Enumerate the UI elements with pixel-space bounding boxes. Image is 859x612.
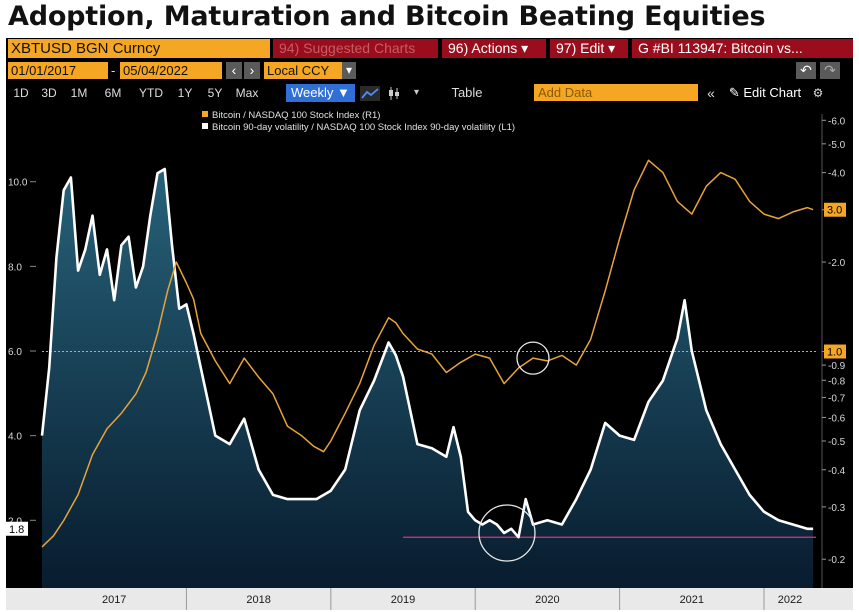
annotation-circle-volatility-low xyxy=(478,504,536,562)
chart-settings-icon[interactable]: ⚙ xyxy=(812,86,824,100)
chart-type-dropdown-icon[interactable]: ▾ xyxy=(414,87,420,98)
right-axis-tick: -5.0 xyxy=(828,140,846,151)
legend-label: Bitcoin / NASDAQ 100 Stock Index (R1) xyxy=(212,110,380,121)
right-reference-badge xyxy=(824,344,846,359)
right-axis-tick: -0.5 xyxy=(828,437,846,448)
x-axis-tick: 2022 xyxy=(778,594,802,606)
right-axis-tick: -0.7 xyxy=(828,394,846,405)
table-button[interactable]: Table xyxy=(451,85,483,100)
edit-menu[interactable]: 97) Edit ▾ xyxy=(550,39,628,58)
chart-title: Adoption, Maturation and Bitcoin Beating… xyxy=(8,1,766,32)
edit-chart-button[interactable]: ✎ Edit Chart xyxy=(728,85,802,100)
undo-icon[interactable]: ↶ xyxy=(796,62,816,79)
redo-icon[interactable]: ↷ xyxy=(820,62,840,79)
right-axis-tick: -2.0 xyxy=(828,258,846,269)
nav-next-button[interactable]: › xyxy=(244,62,260,79)
left-last-value-label: 1.8 xyxy=(9,524,24,536)
right-last-value-badge xyxy=(824,202,846,217)
frequency-select[interactable]: Weekly ▼ xyxy=(286,84,355,102)
right-axis-tick: -4.0 xyxy=(828,169,846,180)
period-button-3d[interactable]: 3D xyxy=(41,86,57,100)
start-date-field[interactable]: 01/01/2017 xyxy=(8,62,108,79)
right-axis-tick: -0.3 xyxy=(828,503,846,514)
end-date-field[interactable]: 05/04/2022 xyxy=(120,62,222,79)
x-axis-tick: 2019 xyxy=(391,594,415,606)
left-last-value-badge xyxy=(6,521,28,536)
candlestick-icon[interactable] xyxy=(386,86,402,101)
period-button-1m[interactable]: 1M xyxy=(70,86,88,100)
currency-select[interactable]: Local CCY xyxy=(264,62,342,79)
series-line-volatility-ratio xyxy=(40,167,814,539)
chart-plot: 10.08.06.04.02.01.8-6.0-5.0-4.0-3.0-2.0-… xyxy=(6,106,853,610)
collapse-icon[interactable]: « xyxy=(707,85,715,101)
toolbar-dates: 01/01/2017 - 05/04/2022 ‹ › Local CCY ▾ … xyxy=(6,61,853,81)
nav-prev-button[interactable]: ‹ xyxy=(226,62,242,79)
right-axis-tick: -6.0 xyxy=(828,116,846,127)
suggested-charts-menu[interactable]: 94) Suggested Charts xyxy=(273,39,438,58)
actions-menu[interactable]: 96) Actions ▾ xyxy=(442,39,546,58)
date-separator: - xyxy=(111,63,116,78)
toolbar-periods: 1D 3D 1M 6M YTD 1Y 5Y Max Weekly ▼ ▾ Table Add … xyxy=(6,83,853,103)
period-button-1y[interactable]: 1Y xyxy=(177,86,193,100)
x-axis-band xyxy=(6,588,853,610)
right-axis-tick: -0.4 xyxy=(828,466,846,477)
left-axis-tick: 10.0 xyxy=(8,178,28,189)
right-axis-tick: -0.6 xyxy=(828,413,846,424)
x-axis-tick: 2018 xyxy=(246,594,270,606)
toolbar-primary: XBTUSD BGN Curncy 94) Suggested Charts 9… xyxy=(6,38,853,58)
x-axis-tick: 2021 xyxy=(680,594,704,606)
x-axis-tick: 2017 xyxy=(102,594,126,606)
left-axis-tick: 6.0 xyxy=(8,347,22,358)
series-line-btc-nasdaq xyxy=(41,159,814,548)
legend-swatch xyxy=(202,123,208,129)
right-reference-label: 1.0 xyxy=(827,347,842,359)
terminal-window: XBTUSD BGN Curncy 94) Suggested Charts 9… xyxy=(6,38,853,610)
right-last-value-label: 3.0 xyxy=(827,205,842,217)
line-chart-icon[interactable] xyxy=(360,86,380,101)
period-button-max[interactable]: Max xyxy=(235,86,259,100)
period-button-5y[interactable]: 5Y xyxy=(207,86,223,100)
chart-id-tab[interactable]: G #BI 113947: Bitcoin vs... xyxy=(632,39,853,58)
period-button-ytd[interactable]: YTD xyxy=(139,86,163,100)
left-axis-tick: 8.0 xyxy=(8,262,22,273)
ticker-field[interactable]: XBTUSD BGN Curncy xyxy=(8,39,270,58)
left-axis-tick: 4.0 xyxy=(8,432,22,443)
period-button-6m[interactable]: 6M xyxy=(104,86,122,100)
period-button-1d[interactable]: 1D xyxy=(13,86,29,100)
add-data-input[interactable]: Add Data xyxy=(534,84,698,101)
currency-dropdown-icon[interactable]: ▾ xyxy=(342,62,356,79)
legend-label: Bitcoin 90-day volatility / NASDAQ 100 S… xyxy=(212,122,515,133)
annotation-circle-parity-breakout xyxy=(516,341,550,375)
right-axis-tick: -0.9 xyxy=(828,361,846,372)
volatility-area xyxy=(42,169,814,588)
legend-swatch xyxy=(202,111,208,117)
right-axis-tick: -0.8 xyxy=(828,376,846,387)
x-axis-tick: 2020 xyxy=(535,594,559,606)
right-axis-tick: -0.2 xyxy=(828,555,846,566)
